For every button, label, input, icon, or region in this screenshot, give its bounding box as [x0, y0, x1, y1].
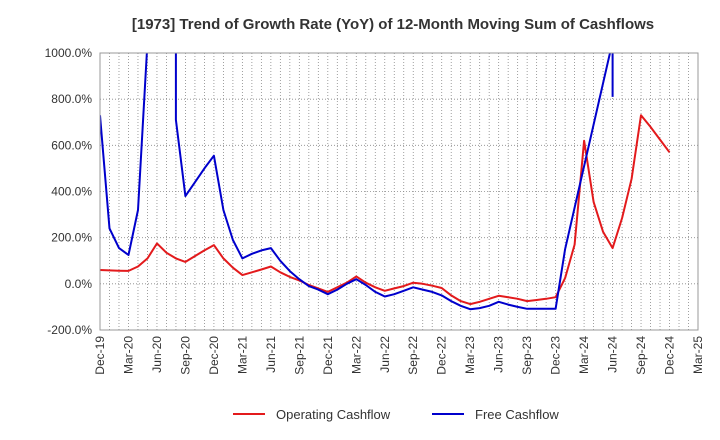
x-tick-label: Sep-21 — [292, 336, 306, 375]
y-tick-label: -200.0% — [47, 323, 92, 337]
y-tick-label: 400.0% — [51, 185, 92, 199]
x-tick-label: Dec-24 — [663, 336, 677, 375]
x-tick-label: Mar-24 — [577, 336, 591, 374]
y-tick-label: 200.0% — [51, 231, 92, 245]
y-tick-label: 800.0% — [51, 92, 92, 106]
grid — [99, 52, 699, 331]
x-tick-label: Jun-20 — [150, 336, 164, 373]
x-tick-label: Jun-24 — [606, 336, 620, 373]
x-tick-label: Mar-20 — [121, 336, 135, 374]
x-tick-label: Sep-24 — [634, 336, 648, 375]
x-tick-label: Sep-22 — [406, 336, 420, 375]
x-tick-label: Sep-23 — [520, 336, 534, 375]
series-line-free-cashflow — [100, 53, 614, 311]
x-tick-label: Dec-23 — [549, 336, 563, 375]
x-tick-label: Jun-21 — [264, 336, 278, 373]
y-axis: -200.0% 0.0% 200.0% 400.0% 600.0% 800.0% 1000.… — [45, 46, 93, 337]
x-tick-label: Mar-25 — [691, 336, 705, 374]
chart-title: [1973] Trend of Growth Rate (YoY) of 12-… — [132, 16, 654, 33]
legend: Operating Cashflow Free Cashflow — [233, 407, 559, 422]
x-tick-label: Dec-21 — [321, 336, 335, 375]
x-tick-label: Jun-23 — [492, 336, 506, 373]
x-tick-label: Jun-22 — [378, 336, 392, 373]
x-tick-label: Mar-23 — [463, 336, 477, 374]
y-tick-label: 600.0% — [51, 138, 92, 152]
series-line-operating-cashflow — [100, 114, 671, 306]
x-tick-label: Dec-19 — [93, 336, 107, 375]
x-tick-label: Sep-20 — [178, 336, 192, 375]
y-tick-label: 0.0% — [65, 277, 93, 291]
x-tick-label: Dec-22 — [435, 336, 449, 375]
legend-label-free-cashflow: Free Cashflow — [475, 407, 559, 422]
x-tick-label: Mar-22 — [349, 336, 363, 374]
plot-frame — [99, 52, 699, 331]
x-tick-label: Dec-20 — [207, 336, 221, 375]
x-tick-label: Mar-21 — [235, 336, 249, 374]
legend-label-operating-cashflow: Operating Cashflow — [276, 407, 391, 422]
y-tick-label: 1000.0% — [45, 46, 93, 60]
x-axis: Dec-19 Mar-20 Jun-20 Sep-20 Dec-20 Mar-21 Jun-… — [93, 336, 705, 375]
series-layer — [100, 53, 671, 311]
